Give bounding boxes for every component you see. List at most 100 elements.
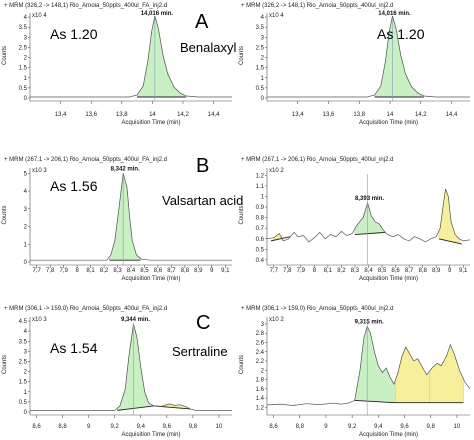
y-tick-label: 3 [24,207,28,213]
chromatogram-trace [267,15,470,98]
row-annotations: B Valsartan acid [162,155,243,208]
y-axis-label: Counts [239,46,245,65]
panel-letter: B [196,155,209,177]
y-tick-label: 3.5 [256,25,265,31]
x-axis-label: Acquisition Time (min) [121,120,180,126]
integrated-peak-area [395,346,430,403]
peak-retention-label: 9,344 min. [121,317,150,323]
trace-header: + MRM (306,1 -> 159,0) Rio_Arnoia_50ppts… [4,306,167,312]
x-tick-label: 8,3 [351,268,360,274]
y-tick-label: 2 [261,56,265,62]
x-tick-label: 8,8 [296,424,305,430]
y-tick-label: 4.5 [19,319,28,325]
asymmetry-factor-label: As 1.20 [377,26,425,42]
x-tick-label: 9,8 [189,424,198,430]
y-tick-label: 3 [24,35,28,41]
row-annotations: C Sertraline [172,312,228,359]
x-axis-label: Acquisition Time (min) [359,120,418,126]
x-tick-label: 7,9 [59,268,68,274]
y-tick-label: 0 [261,96,265,102]
y-tick-label: 3 [261,322,265,328]
y-tick-label: 1.8 [256,378,265,384]
y-tick-label: 1.6 [256,387,265,393]
compound-name: Valsartan acid [162,193,243,208]
y-tick-label: 2.5 [19,359,28,365]
x-tick-label: 8,3 [113,268,122,274]
y-tick-label: 2 [24,225,28,231]
y-tick-label: 2 [24,370,28,376]
y-scale-label: x10 4 [269,13,284,19]
x-tick-label: 9 [87,424,91,430]
x-tick-label: 14,4 [208,112,220,118]
y-tick-label: 3 [261,35,265,41]
panel-B-left: + MRM (267,1 -> 206,1) Rio_Arnoia_50ppts… [2,157,232,282]
x-tick-label: 7,7 [33,268,42,274]
x-tick-label: 9,4 [374,424,383,430]
x-tick-label: 8,1 [86,268,95,274]
asymmetry-factor-label: As 1.20 [50,26,98,42]
x-tick-label: 13,4 [55,112,67,118]
chromatogram-trace [266,188,471,243]
trace-header: + MRM (267,1 -> 206,1) Rio_Arnoia_50ppts… [241,157,393,163]
x-tick-label: 10 [216,424,223,430]
y-tick-label: 0 [24,260,28,266]
y-tick-label: 0.7 [256,226,265,232]
x-tick-label: 8 [75,268,79,274]
y-tick-label: 0.5 [256,86,265,92]
panel-A-right: + MRM (326,2 -> 148,1) Rio_Arnoia_50ppts… [239,3,470,126]
x-tick-label: 8,6 [154,268,163,274]
x-tick-label: 14,2 [415,112,427,118]
y-tick-label: 2.5 [256,45,265,51]
chromatogram-trace [30,324,232,411]
integration-baseline [270,236,291,242]
x-tick-label: 8,1 [324,268,333,274]
x-tick-label: 7,7 [270,268,279,274]
peak-retention-label: 8,342 min. [111,166,140,172]
y-tick-label: 1.5 [19,66,28,72]
x-tick-label: 8,2 [337,268,346,274]
y-scale-label: x10 2 [269,168,284,174]
x-tick-label: 9,6 [163,424,172,430]
x-tick-label: 8,9 [194,268,203,274]
y-tick-label: 0.6 [256,237,265,243]
chromatogram-trace [266,325,471,406]
x-tick-label: 14,2 [177,112,189,118]
y-tick-label: 3.5 [19,25,28,31]
x-tick-label: 8,6 [269,424,278,430]
panel-C-right: + MRM (306,1 -> 159,0) Rio_Arnoia_50ppts… [239,306,471,438]
x-tick-label: 9,6 [400,424,409,430]
y-tick-label: 2 [24,56,28,62]
trace-header: + MRM (267,1 -> 206,1) Rio_Arnoia_50ppts… [4,157,167,163]
x-tick-label: 13,8 [116,112,128,118]
y-tick-label: 0.9 [256,205,265,211]
x-tick-label: 8,8 [58,424,67,430]
integration-baseline [354,231,385,235]
x-tick-label: 13,6 [85,112,97,118]
y-tick-label: 1 [261,76,265,82]
y-tick-label: 1 [24,390,28,396]
y-tick-label: 1.5 [19,380,28,386]
y-scale-label: x10 3 [32,317,47,323]
x-tick-label: 10 [454,424,461,430]
x-tick-label: 9 [448,268,452,274]
x-tick-label: 8,9 [432,268,441,274]
x-tick-label: 9,1 [221,268,230,274]
y-tick-label: 0.5 [256,247,265,253]
x-tick-label: 7,8 [46,268,55,274]
asymmetry-factor-label: As 1.56 [50,178,98,194]
panel-A-left: + MRM (326,2 -> 148,1) Rio_Arnoia_50ppts… [2,3,232,126]
x-tick-label: 8,8 [418,268,427,274]
x-tick-label: 13,6 [323,112,335,118]
x-axis-label: Acquisition Time (min) [121,276,180,282]
x-tick-label: 8,5 [378,268,387,274]
y-tick-label: 1.4 [256,396,265,402]
x-tick-label: 9,8 [427,424,436,430]
panel-B-right: + MRM (267,1 -> 206,1) Rio_Arnoia_50ppts… [239,157,471,282]
x-tick-label: 8,7 [405,268,414,274]
x-tick-label: 13,4 [292,112,304,118]
peak-retention-label: 14,016 min. [378,11,411,17]
y-tick-label: 4 [24,15,28,21]
compound-name: Benalaxyl [180,40,236,55]
panel-C-left: + MRM (306,1 -> 159,0) Rio_Arnoia_50ppts… [2,306,232,438]
